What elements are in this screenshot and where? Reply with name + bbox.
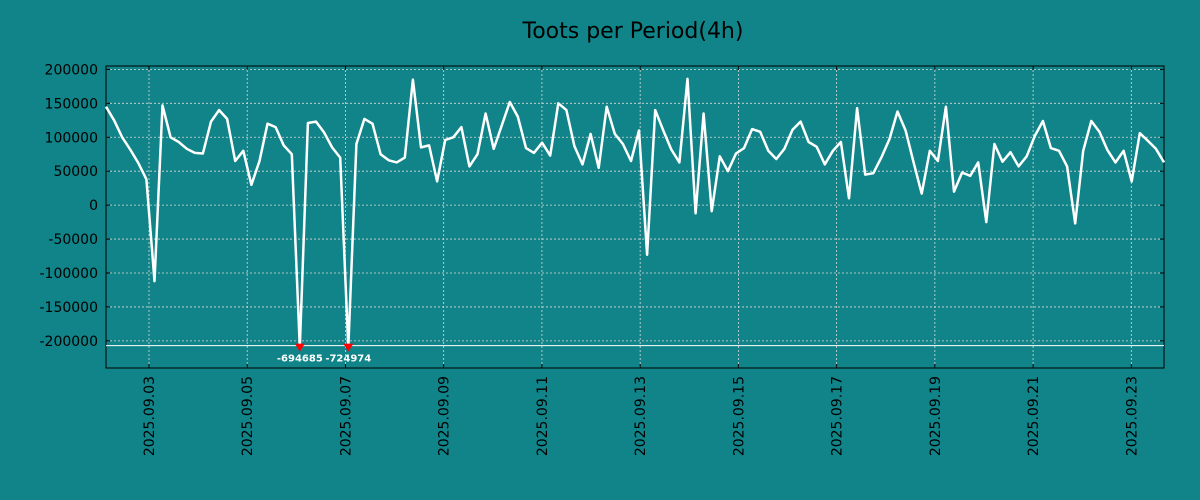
x-tick-label: 2025.09.13 — [633, 376, 649, 456]
y-tick-label: -150000 — [40, 300, 99, 316]
clipped-point-marker — [343, 343, 354, 352]
x-tick-label: 2025.09.17 — [830, 376, 846, 456]
y-tick-label: 50000 — [53, 164, 98, 180]
x-tick-label: 2025.09.15 — [731, 376, 747, 456]
plot-area — [105, 65, 1165, 369]
x-tick-label: 2025.09.07 — [338, 376, 354, 456]
y-axis: 200000 150000 100000 50000 0 -50000 -100000 -15… — [40, 62, 1164, 350]
x-tick-label: 2025.09.03 — [142, 376, 158, 456]
x-tick-label: 2025.09.23 — [1124, 376, 1140, 456]
x-tick-label: 2025.09.09 — [437, 376, 453, 456]
x-axis: 2025.09.03 2025.09.05 2025.09.07 2025.09.09… — [142, 66, 1140, 456]
x-tick-label: 2025.09.21 — [1026, 376, 1042, 456]
clipped-point-marker — [294, 343, 305, 352]
y-tick-label: -100000 — [40, 266, 99, 282]
x-tick-label: 2025.09.19 — [928, 376, 944, 456]
clipped-value-label: -694685 — [277, 354, 323, 365]
chart-title: Toots per Period(4h) — [522, 19, 744, 44]
series-toots — [104, 77, 1166, 349]
y-tick-label: -200000 — [40, 334, 99, 350]
y-tick-label: 200000 — [45, 62, 98, 78]
series-line — [104, 77, 1166, 349]
y-tick-label: 150000 — [45, 96, 98, 112]
x-tick-label: 2025.09.11 — [535, 376, 551, 456]
y-tick-label: 0 — [89, 198, 98, 214]
x-tick-label: 2025.09.05 — [240, 376, 256, 456]
annotations: -694685 -724974 — [277, 343, 371, 365]
y-tick-label: -50000 — [48, 232, 98, 248]
clipped-value-label: -724974 — [325, 354, 371, 365]
grid — [106, 66, 1164, 368]
y-tick-label: 100000 — [45, 130, 98, 146]
